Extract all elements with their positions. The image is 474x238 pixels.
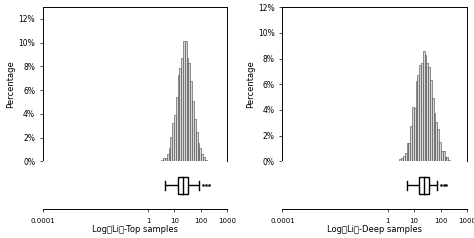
Bar: [400, 159, 401, 161]
Bar: [403, 156, 405, 161]
Bar: [180, 68, 181, 161]
Bar: [419, 177, 429, 194]
Bar: [428, 67, 430, 161]
Bar: [178, 177, 188, 194]
Bar: [169, 148, 171, 161]
Bar: [418, 75, 419, 161]
Bar: [203, 158, 205, 161]
Bar: [176, 97, 178, 161]
Bar: [412, 107, 414, 161]
Bar: [434, 113, 436, 161]
Bar: [447, 157, 448, 161]
Bar: [178, 75, 180, 161]
X-axis label: Log（Li）-Top samples: Log（Li）-Top samples: [92, 225, 178, 234]
Bar: [441, 151, 443, 161]
Bar: [190, 81, 192, 161]
Bar: [419, 65, 421, 161]
Bar: [174, 115, 176, 161]
Bar: [189, 63, 190, 161]
Bar: [161, 160, 163, 161]
Bar: [405, 153, 407, 161]
Bar: [198, 143, 200, 161]
Bar: [423, 51, 425, 161]
Bar: [196, 132, 198, 161]
Bar: [421, 63, 423, 161]
Bar: [194, 119, 196, 161]
Bar: [436, 122, 438, 161]
Bar: [181, 58, 183, 161]
Bar: [192, 101, 194, 161]
X-axis label: Log（Li）-Deep samples: Log（Li）-Deep samples: [327, 225, 422, 234]
Bar: [410, 126, 412, 161]
Bar: [416, 81, 418, 161]
Bar: [427, 63, 428, 161]
Bar: [409, 143, 410, 161]
Bar: [200, 149, 201, 161]
Bar: [439, 142, 441, 161]
Bar: [401, 158, 403, 161]
Bar: [443, 151, 445, 161]
Y-axis label: Percentage: Percentage: [246, 60, 255, 108]
Bar: [187, 58, 189, 161]
Bar: [407, 143, 409, 161]
Y-axis label: Percentage: Percentage: [7, 60, 16, 108]
Bar: [425, 55, 427, 161]
Bar: [205, 160, 207, 161]
Bar: [445, 157, 447, 161]
Bar: [430, 79, 432, 161]
Bar: [183, 41, 185, 161]
Bar: [165, 158, 167, 161]
Bar: [432, 98, 434, 161]
Bar: [167, 154, 169, 161]
Bar: [171, 137, 172, 161]
Bar: [172, 123, 174, 161]
Bar: [163, 159, 165, 161]
Bar: [438, 129, 439, 161]
Bar: [201, 154, 203, 161]
Bar: [414, 108, 416, 161]
Bar: [448, 160, 450, 161]
Bar: [185, 41, 187, 161]
